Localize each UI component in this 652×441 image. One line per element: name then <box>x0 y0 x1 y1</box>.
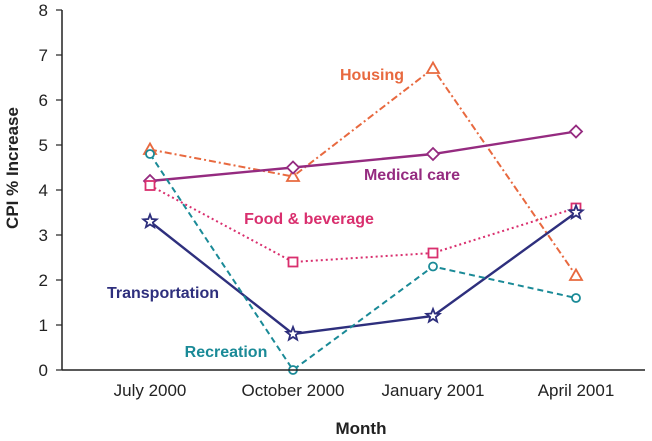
x-tick-label: July 2000 <box>114 381 187 400</box>
data-point-triangle-marker <box>425 60 441 74</box>
data-point-star-marker <box>423 306 443 324</box>
data-point-star-marker <box>140 211 160 230</box>
y-tick-label: 3 <box>39 226 48 245</box>
series-label-recreation: Recreation <box>185 344 268 361</box>
series-housing <box>142 60 584 281</box>
y-tick-label: 5 <box>39 136 48 155</box>
series-line <box>149 184 577 264</box>
y-axis-title: CPI % Increase <box>3 107 22 229</box>
y-tick-label: 0 <box>39 361 48 380</box>
x-tick-label: April 2001 <box>538 381 615 400</box>
data-point-triangle-marker <box>285 168 301 182</box>
data-point-diamond-marker <box>285 160 301 175</box>
y-tick-label: 8 <box>39 1 48 20</box>
series-labels: Housing Medical care Food & beverage Transp… <box>107 67 460 361</box>
y-tick-label: 1 <box>39 316 48 335</box>
data-point-circle-marker <box>428 261 438 272</box>
series-label-food-and-beverage: Food & beverage <box>244 211 374 228</box>
y-tick-label: 6 <box>39 91 48 110</box>
x-tick-label: January 2001 <box>381 381 484 400</box>
data-point-square-marker <box>427 247 439 259</box>
data-point-circle-marker <box>571 293 581 303</box>
series-line <box>149 211 577 336</box>
series-line <box>149 130 577 183</box>
data-point-square-marker <box>144 180 156 191</box>
series-layer <box>140 60 586 375</box>
data-point-diamond-marker <box>425 146 441 162</box>
x-axis-title: Month <box>336 419 387 438</box>
x-tick-labels: July 2000 October 2000 January 2001 April 2… <box>114 381 615 400</box>
data-point-circle-marker <box>145 149 155 159</box>
y-tick-label: 2 <box>39 271 48 290</box>
series-line <box>149 153 577 372</box>
data-point-star-marker <box>283 324 303 342</box>
series-label-housing: Housing <box>340 67 404 84</box>
data-point-triangle-marker <box>568 267 584 281</box>
data-point-square-marker <box>287 256 299 268</box>
x-tick-label: October 2000 <box>241 381 344 400</box>
y-tick-labels: 0 1 2 3 4 5 6 7 8 <box>39 1 62 380</box>
series-transportation <box>140 202 586 342</box>
series-label-medical-care: Medical care <box>364 167 460 184</box>
data-point-diamond-marker <box>568 124 584 139</box>
y-tick-label: 4 <box>39 181 48 200</box>
series-label-transportation: Transportation <box>107 285 219 302</box>
y-tick-label: 7 <box>39 46 48 65</box>
data-point-star-marker <box>566 202 586 221</box>
